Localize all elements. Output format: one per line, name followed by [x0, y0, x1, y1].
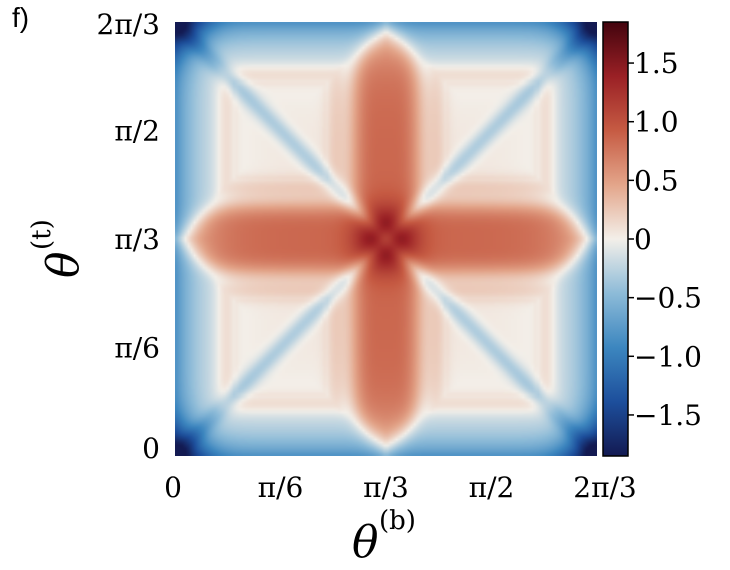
- x-tick-label: π/3: [363, 471, 409, 504]
- heatmap-image: [175, 22, 597, 456]
- x-axis-label-main: θ: [352, 517, 379, 568]
- x-tick-labels: 0 π/6 π/3 π/2 2π/3: [164, 471, 637, 504]
- y-axis-label-main: θ: [38, 252, 89, 279]
- colorbar-tick-label: 1.0: [634, 106, 679, 139]
- x-axis-label: θ (b): [352, 506, 416, 568]
- y-tick-label: π/3: [114, 223, 160, 256]
- x-axis-label-sup: (b): [379, 506, 416, 536]
- x-tick-label: 0: [164, 471, 182, 504]
- y-tick-label: π/2: [114, 115, 160, 148]
- x-tick-label: 2π/3: [573, 471, 636, 504]
- x-tick-label: π/2: [469, 471, 515, 504]
- colorbar-tick-label: −1.0: [634, 340, 702, 373]
- y-axis-label-sup: (t): [27, 219, 57, 250]
- x-tick-label: π/6: [258, 471, 304, 504]
- colorbar-tick-label: 1.5: [634, 47, 679, 80]
- colorbar-gradient: [602, 21, 629, 457]
- y-tick-label: π/6: [114, 332, 160, 365]
- colorbar-tick-label: 0: [634, 223, 652, 256]
- colorbar: 1.5 1.0 0.5 0 −0.5 −1.0 −1.5: [602, 21, 702, 457]
- colorbar-tick-label: −0.5: [634, 282, 702, 315]
- y-tick-labels: 0 π/6 π/3 π/2 2π/3: [97, 8, 160, 465]
- y-axis-label: θ (t): [27, 219, 89, 278]
- plot-area: [175, 22, 597, 456]
- y-tick-label: 2π/3: [97, 8, 160, 41]
- colorbar-tick-label: −1.5: [634, 399, 702, 432]
- colorbar-ticks: 1.5 1.0 0.5 0 −0.5 −1.0 −1.5: [628, 47, 702, 432]
- colorbar-tick-label: 0.5: [634, 164, 679, 197]
- panel-label: f): [12, 2, 30, 33]
- y-tick-label: 0: [142, 432, 160, 465]
